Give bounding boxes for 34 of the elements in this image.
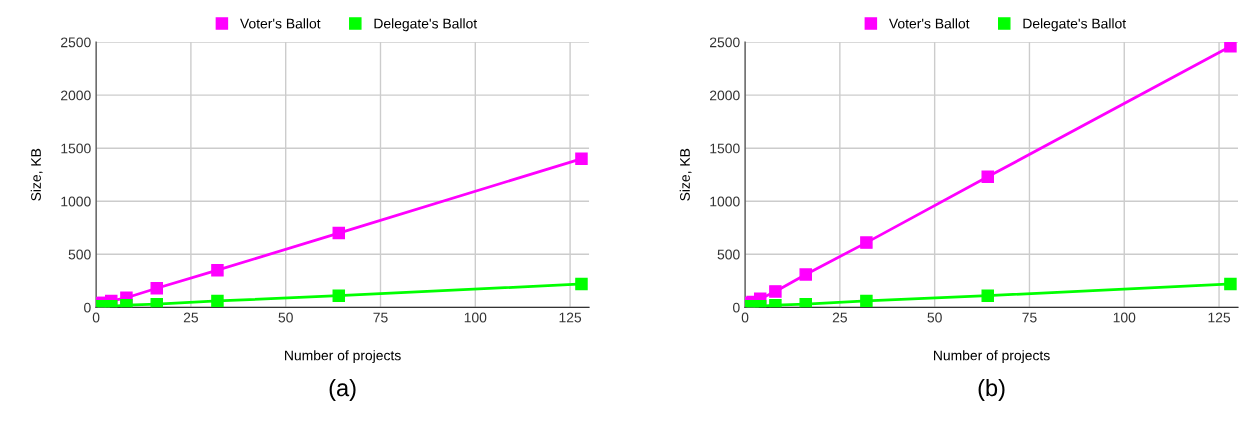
- y-tick-label: 500: [68, 249, 91, 260]
- y-tick-label: 1000: [710, 196, 740, 207]
- x-tick-label: 100: [1113, 312, 1136, 323]
- legend-label: Delegate's Ballot: [374, 18, 478, 32]
- legend-label: Delegate's Ballot: [1023, 18, 1127, 32]
- x-tick-label: 75: [373, 312, 388, 323]
- x-axis-title: Number of projects: [934, 350, 1050, 364]
- x-tick-label: 50: [927, 312, 942, 323]
- y-tick-label: 2000: [61, 90, 91, 101]
- legend-label: Voter's Ballot: [888, 18, 970, 29]
- y-tick-label: 2000: [710, 90, 740, 101]
- y-tick-label: 1500: [61, 143, 91, 154]
- x-tick-label: 75: [1022, 312, 1037, 323]
- x-tick-label: 125: [1208, 312, 1231, 323]
- x-tick-label: 0: [741, 312, 749, 323]
- y-axis-title: Size, KB: [30, 148, 43, 201]
- legend-label: Voter's Ballot: [240, 18, 321, 29]
- x-tick-label: 25: [183, 312, 199, 323]
- x-tick-label: 0: [92, 312, 100, 323]
- y-axis-title: Size, KB: [679, 148, 692, 201]
- text: (b): [978, 378, 1005, 401]
- y-tick-label: 500: [717, 249, 740, 260]
- x-tick-label: 100: [464, 312, 487, 323]
- x-tick-label: 125: [559, 312, 582, 323]
- y-tick-label: 2500: [61, 37, 91, 48]
- y-tick-label: 0: [84, 302, 91, 313]
- text: (a): [329, 378, 356, 401]
- x-tick-label: 50: [278, 312, 293, 323]
- y-tick-label: 0: [733, 302, 740, 313]
- x-axis-title: Number of projects: [285, 350, 401, 364]
- y-tick-label: 2500: [710, 37, 740, 48]
- y-tick-label: 1500: [710, 143, 740, 154]
- y-tick-label: 1000: [61, 196, 91, 207]
- x-tick-label: 25: [832, 312, 847, 323]
